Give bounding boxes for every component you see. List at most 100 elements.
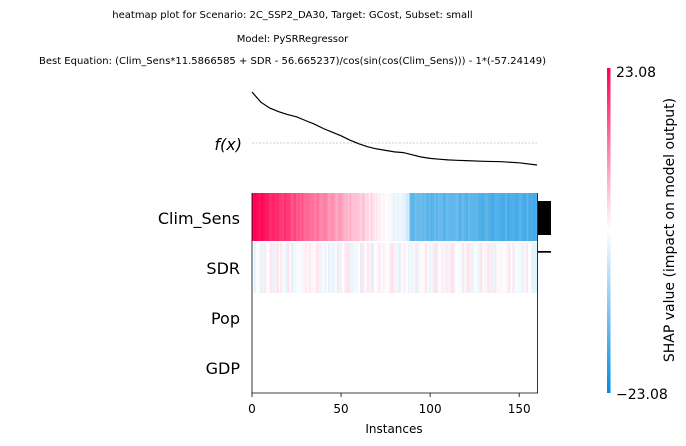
heatmap-cell bbox=[264, 293, 267, 345]
heatmap-cell bbox=[361, 293, 364, 345]
fx-label: f(x) bbox=[214, 135, 242, 154]
heatmap-cell bbox=[255, 343, 258, 395]
heatmap-cell bbox=[420, 343, 423, 395]
heatmap-cell bbox=[285, 243, 288, 295]
heatmap-cell bbox=[347, 343, 350, 395]
heatmap-cell bbox=[313, 293, 317, 345]
heatmap-cell bbox=[476, 243, 479, 295]
heatmap-cell bbox=[471, 293, 474, 345]
heatmap-cell bbox=[425, 193, 428, 241]
heatmap-cell bbox=[290, 343, 294, 395]
heatmap-cell bbox=[313, 193, 317, 241]
heatmap-cell bbox=[354, 193, 357, 241]
heatmap-cell bbox=[522, 193, 526, 241]
heatmap-cell bbox=[521, 343, 524, 395]
heatmap-cell bbox=[310, 243, 313, 295]
heatmap-cell bbox=[457, 243, 460, 295]
heatmap-cell bbox=[381, 193, 384, 241]
heatmap-cell bbox=[413, 293, 416, 345]
heatmap-cell bbox=[421, 343, 425, 395]
heatmap-cell bbox=[375, 243, 379, 295]
heatmap-cell bbox=[425, 243, 428, 295]
heatmap-cell bbox=[436, 193, 439, 241]
heatmap-cell bbox=[381, 243, 384, 295]
heatmap-cell bbox=[335, 193, 338, 241]
heatmap-cell bbox=[404, 293, 407, 345]
heatmap-cell bbox=[347, 293, 350, 345]
heatmap-cell bbox=[531, 343, 534, 395]
heatmap-cell bbox=[303, 293, 306, 345]
heatmap-cell bbox=[292, 343, 295, 395]
heatmap-cell bbox=[471, 193, 474, 241]
heatmap-cell bbox=[430, 293, 433, 345]
heatmap-cell bbox=[443, 193, 446, 241]
heatmap-cell bbox=[499, 293, 502, 345]
heatmap-cell bbox=[439, 193, 442, 241]
feature-label: GDP bbox=[206, 359, 241, 378]
heatmap-cell bbox=[448, 243, 451, 295]
heatmap-cell bbox=[260, 293, 264, 345]
heatmap-cell bbox=[365, 343, 368, 395]
heatmap-cell bbox=[336, 193, 340, 241]
heatmap-cell bbox=[342, 243, 345, 295]
heatmap-cell bbox=[432, 243, 435, 295]
heatmap-cell bbox=[388, 193, 391, 241]
heatmap-cell bbox=[344, 193, 347, 241]
heatmap-cell bbox=[521, 243, 524, 295]
x-tick-label: 0 bbox=[248, 402, 256, 416]
heatmap-cell bbox=[460, 243, 464, 295]
heatmap-cell bbox=[269, 343, 272, 395]
heatmap-cell bbox=[292, 293, 295, 345]
heatmap-cell bbox=[466, 293, 469, 345]
heatmap-cell bbox=[267, 343, 271, 395]
heatmap-cell bbox=[485, 293, 488, 345]
heatmap-cell bbox=[409, 243, 412, 295]
heatmap-cell bbox=[342, 293, 345, 345]
heatmap-cell bbox=[512, 193, 515, 241]
heatmap-cell bbox=[310, 293, 313, 345]
heatmap-cell bbox=[252, 193, 255, 241]
heatmap-cell bbox=[529, 193, 533, 241]
heatmap-cell bbox=[483, 343, 487, 395]
heatmap-cell bbox=[489, 193, 492, 241]
heatmap-cell bbox=[333, 243, 336, 295]
heatmap-cell bbox=[390, 193, 393, 241]
heatmap-cell bbox=[349, 293, 352, 345]
heatmap-cell bbox=[462, 343, 465, 395]
heatmap-cell bbox=[450, 343, 453, 395]
heatmap-cell bbox=[407, 343, 410, 395]
heatmap-cell bbox=[469, 343, 472, 395]
heatmap-cell bbox=[283, 243, 287, 295]
heatmap-cell bbox=[352, 293, 356, 345]
heatmap-cell bbox=[480, 293, 483, 345]
heatmap-cell bbox=[400, 293, 403, 345]
heatmap-cell bbox=[367, 243, 370, 295]
heatmap-cell bbox=[329, 293, 333, 345]
heatmap-cell bbox=[269, 243, 272, 295]
heatmap-cell bbox=[508, 293, 511, 345]
heatmap-cell bbox=[492, 243, 495, 295]
heatmap-cell bbox=[322, 343, 325, 395]
heatmap-cell bbox=[414, 193, 418, 241]
heatmap-cell bbox=[264, 243, 267, 295]
heatmap-cell bbox=[421, 193, 425, 241]
heatmap-cell bbox=[287, 293, 290, 345]
colorbar-min-label: −23.08 bbox=[616, 387, 668, 403]
heatmap-cell bbox=[413, 193, 416, 241]
heatmap-cell bbox=[289, 293, 292, 345]
heatmap-cell bbox=[529, 343, 533, 395]
heatmap-cell bbox=[464, 193, 467, 241]
heatmap-cell bbox=[515, 243, 518, 295]
heatmap-cell bbox=[278, 193, 281, 241]
heatmap-cell bbox=[439, 343, 442, 395]
heatmap-cell bbox=[253, 293, 256, 345]
heatmap-cell bbox=[397, 293, 400, 345]
heatmap-cell bbox=[418, 243, 421, 295]
heatmap-cell bbox=[312, 193, 315, 241]
heatmap-cell bbox=[414, 293, 418, 345]
heatmap-cell bbox=[467, 193, 471, 241]
heatmap-cell bbox=[475, 343, 478, 395]
heatmap-cell bbox=[423, 343, 426, 395]
x-axis-ticks: 0 50 100 150 bbox=[248, 393, 531, 416]
heatmap-cell bbox=[351, 343, 354, 395]
